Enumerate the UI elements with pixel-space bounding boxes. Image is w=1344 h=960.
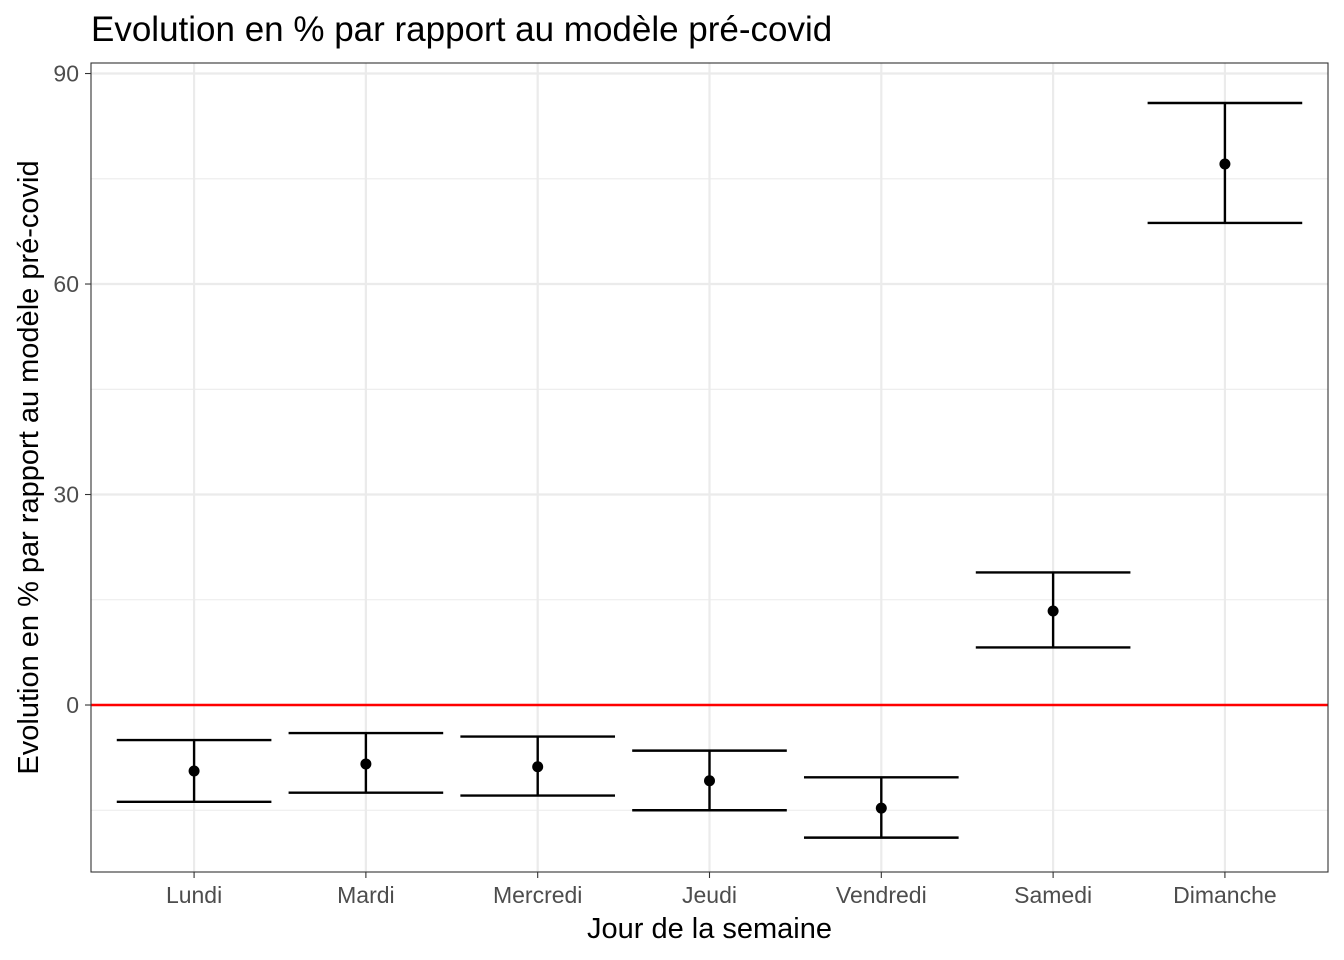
data-point [1219, 158, 1231, 170]
data-point [1047, 605, 1059, 617]
x-tick-label: Jeudi [682, 882, 737, 908]
x-axis: Lundi Mardi Mercredi Jeudi Vendredi Samedi Dim… [166, 872, 1277, 908]
data-point [360, 758, 372, 770]
x-tick-label: Lundi [166, 882, 222, 908]
x-tick-label: Vendredi [836, 882, 927, 908]
x-tick-label: Samedi [1014, 882, 1092, 908]
y-axis: 0 30 60 90 [53, 61, 91, 718]
x-tick-label: Mercredi [493, 882, 582, 908]
data-point [532, 761, 544, 773]
y-tick-label: 60 [53, 271, 79, 297]
x-tick-label: Dimanche [1173, 882, 1277, 908]
y-tick-label: 90 [53, 61, 79, 87]
x-axis-title: Jour de la semaine [587, 913, 832, 945]
data-point [875, 802, 887, 814]
y-axis-title: Evolution en % par rapport au modèle pré… [13, 160, 45, 774]
y-tick-label: 30 [53, 482, 79, 508]
y-tick-label: 0 [66, 692, 79, 718]
data-points [188, 158, 1231, 814]
data-point [704, 775, 715, 787]
data-point [188, 765, 200, 777]
chart-title: Evolution en % par rapport au modèle pré… [91, 10, 832, 49]
x-tick-label: Mardi [337, 882, 395, 908]
